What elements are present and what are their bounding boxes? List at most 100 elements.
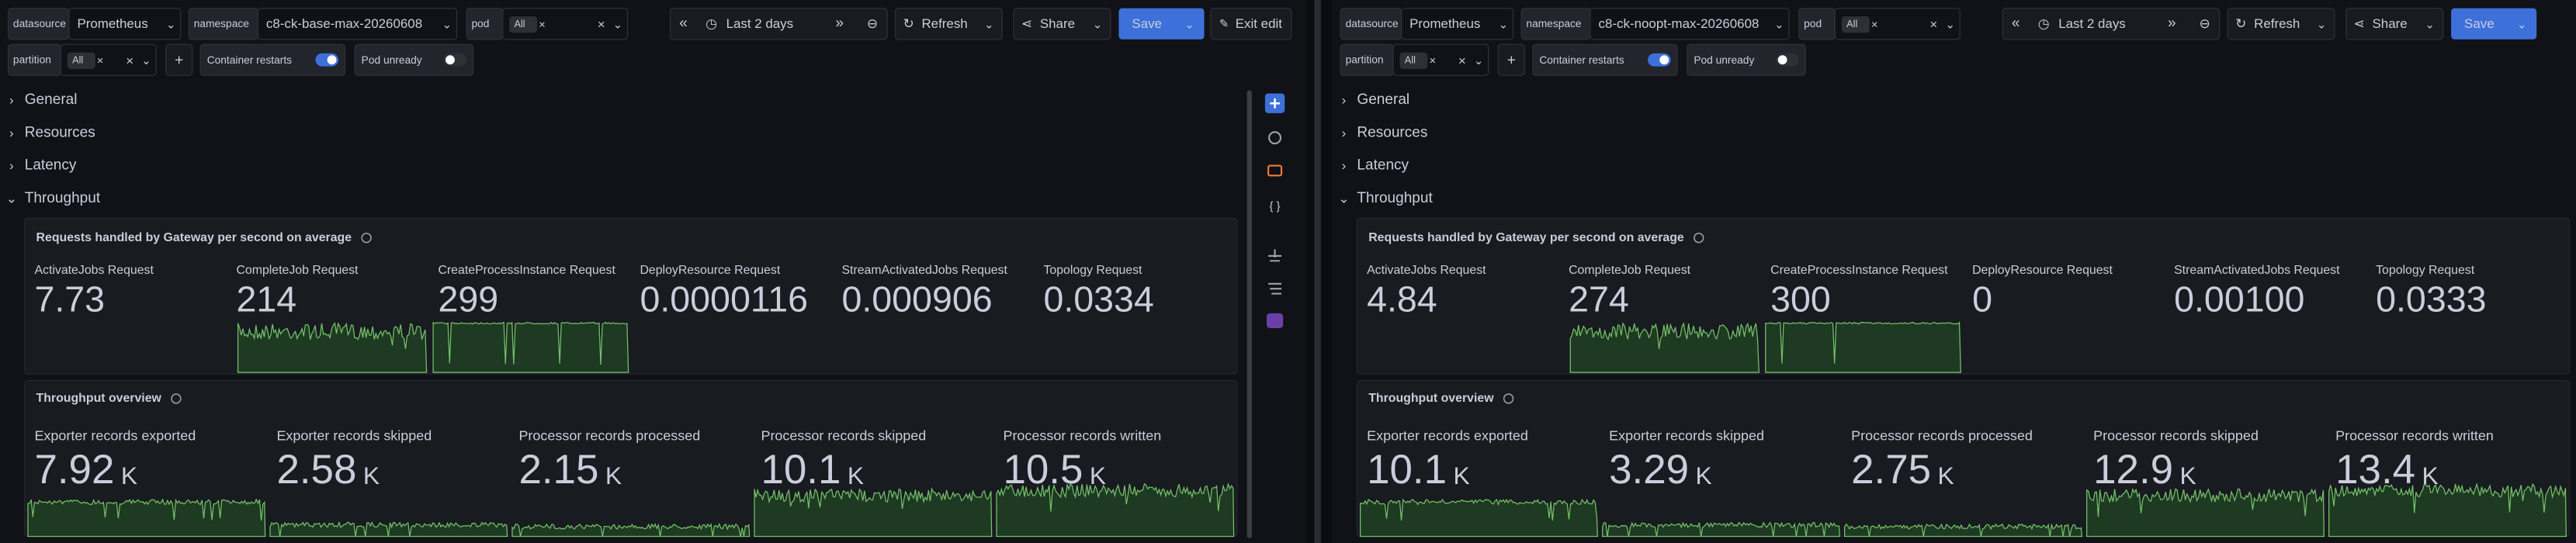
stat-value: 10.1 [1367,447,1447,493]
stat-unit: K [1454,462,1470,489]
chevron: ⌄ [166,19,175,32]
stat-name: Processor records skipped [2093,427,2259,443]
chevron: ⌄ [442,19,452,32]
toggle-knob [446,55,455,65]
row-title[interactable]: Throughput [25,190,101,206]
stat-name: StreamActivatedJobs Request [841,264,1007,277]
add-filter-button[interactable] [1497,43,1525,76]
variable-select[interactable] [1590,7,1790,40]
stat-value: 12.9 [2093,447,2173,493]
refresh-label: Refresh [2254,16,2300,31]
variable-label: datasource [1346,18,1399,29]
row-title[interactable]: Latency [1357,157,1409,174]
share-button[interactable] [2345,7,2444,40]
variable-label: datasource [13,18,66,29]
variable-value: All [1405,55,1416,66]
save-button[interactable] [2451,8,2537,40]
time-picker-group [669,7,888,40]
stat-name: Topology Request [1043,264,1142,277]
toggle-label-box [354,43,474,76]
variable-value: Prometheus [77,16,147,31]
toggle-label: Pod unready [1694,54,1754,66]
share-icon: ⋖ [2354,16,2365,31]
scrollbar[interactable] [1246,90,1252,538]
panel-title: Requests handled by Gateway per second o… [36,231,352,244]
time-range[interactable]: Last 2 days [726,16,794,31]
row-chevron: › [1342,93,1347,108]
row-title[interactable]: General [1357,92,1409,108]
row-title[interactable]: General [25,92,78,108]
row-title[interactable]: Resources [1357,124,1427,140]
stat-value: 0 [1972,278,1992,319]
exit-edit-button[interactable] [1210,7,1292,40]
variable-select[interactable] [68,7,182,40]
stat-name: Processor records written [1003,427,1161,443]
variable-label: pod [471,18,489,29]
stat-value: 10.5 [1003,447,1083,493]
refresh-label: Refresh [921,16,967,31]
stat-value: 0.000906 [841,278,992,319]
stat-value: 0.0000116 [640,278,808,319]
share-label: Share [2373,16,2408,31]
import-icon[interactable] [1268,249,1282,262]
info-icon[interactable] [361,232,372,244]
info-icon[interactable] [1503,393,1514,404]
stat-name: ActivateJobs Request [1367,264,1486,277]
stat-name: DeployResource Request [1972,264,2113,277]
sparkline [996,482,1235,538]
stat-value: 300 [1770,278,1831,319]
stat-name: CompleteJob Request [1569,264,1691,277]
row-title[interactable]: Latency [25,157,77,174]
refresh-button[interactable] [2227,7,2335,40]
row-chevron: ⌄ [1338,191,1349,206]
shift-forward: » [2168,16,2176,32]
share-button[interactable] [1013,7,1111,40]
extension-icon[interactable] [1266,313,1284,328]
info-icon[interactable] [171,393,182,404]
stat-unit: K [1696,462,1712,489]
info-icon[interactable] [1694,232,1704,244]
stat-name: Processor records processed [1851,427,2033,443]
save-button[interactable] [1118,8,1205,40]
stat-value: 2.58 [276,447,356,493]
stat-value: 0.00100 [2174,278,2304,319]
chevron: ⌄ [1093,19,1102,32]
stat-value: 274 [1569,278,1629,319]
chevron: ⌄ [1945,19,1954,32]
shift-back: « [679,16,688,32]
sparkline [237,322,428,373]
panel [1356,217,2571,375]
variable-value: c8-ck-noopt-max-20260608 [1599,16,1760,31]
zoom-out: ⊖ [2200,16,2210,31]
variable-select[interactable] [1400,7,1514,40]
stat-value: 214 [236,278,296,319]
add-glyph: + [1507,52,1516,68]
stat-value: 0.0334 [1043,278,1153,319]
divider-handle[interactable] [1314,0,1321,543]
toggle-label-box [1687,43,1806,76]
row-title[interactable]: Resources [25,124,95,140]
share-icon: ⋖ [1021,16,1032,31]
variable-select[interactable] [257,7,458,40]
row-title[interactable]: Throughput [1357,190,1433,206]
stat-name: CreateProcessInstance Request [438,264,615,277]
sparkline [754,487,993,538]
outline-icon[interactable] [1268,282,1282,295]
sparkline [1844,523,2082,538]
add-glyph [1270,98,1280,109]
chip-remove: × [97,55,104,67]
json-icon[interactable]: { } [1270,200,1281,213]
toggle-label-box [1532,43,1678,76]
stat-name: Processor records processed [518,427,700,443]
settings-icon[interactable] [1268,131,1282,145]
stat-value: 0.0333 [2376,278,2486,319]
time-range[interactable]: Last 2 days [2058,16,2126,31]
add-filter-button[interactable] [165,43,193,76]
comment-icon[interactable] [1267,164,1283,177]
stat-unit: K [2422,462,2439,489]
edit-icon: ✎ [1219,19,1229,31]
stat-unit: K [1090,462,1106,489]
stat-name: StreamActivatedJobs Request [2174,264,2340,277]
panel-title: Throughput overview [1368,392,1494,405]
refresh-button[interactable] [894,7,1003,40]
